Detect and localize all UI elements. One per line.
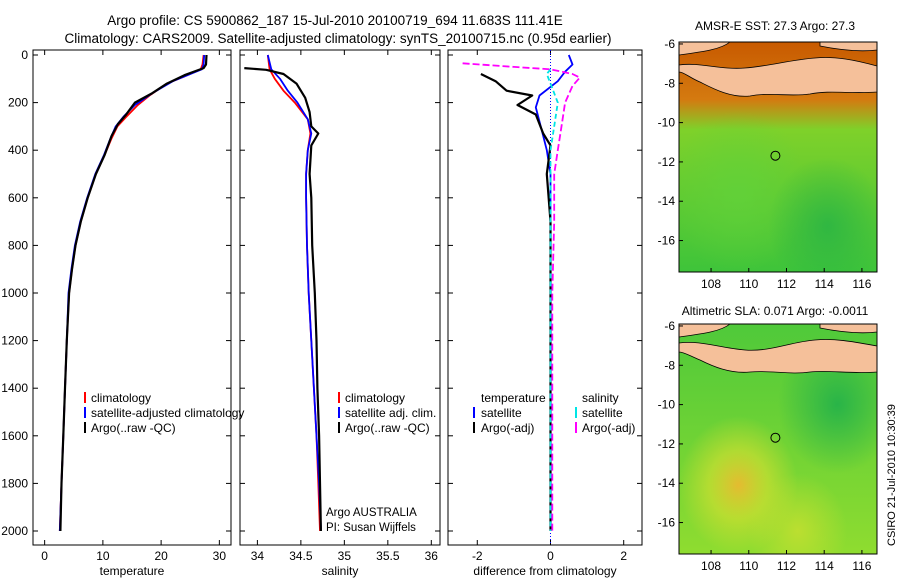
- series-line-argo-raw-qc-: [244, 67, 322, 532]
- map-x-tick-label: 110: [739, 559, 758, 573]
- java-island: [678, 57, 878, 97]
- map-x-tick-label: 108: [701, 277, 721, 291]
- map-y-tick-label: -14: [658, 194, 676, 208]
- y-tick-label: 1400: [1, 381, 28, 395]
- map-x-tick-label: 114: [815, 559, 834, 573]
- temperature-legend: climatology satellite-adjusted climatolo…: [84, 391, 244, 435]
- annotation-argo-australia: Argo AUSTRALIA: [326, 507, 417, 519]
- x-tick-label: -2: [472, 549, 483, 563]
- annotation-pi: PI: Susan Wijffels: [326, 522, 416, 534]
- y-tick-label: 800: [8, 238, 28, 252]
- x-tick-label: 35.5: [376, 549, 400, 563]
- legend-label-satellite: satellite adj. clim.: [345, 406, 436, 420]
- legend-label-temp-argo: Argo(-adj): [481, 421, 534, 435]
- legend-heading-salinity: salinity: [582, 391, 619, 405]
- map-y-tick-label: -10: [658, 116, 676, 130]
- series-line-satellite-adjusted-climatology: [58, 54, 206, 532]
- map-y-tick-label: -8: [664, 358, 675, 372]
- legend-label-argo: Argo(..raw -QC): [345, 421, 430, 435]
- sst-map-axes: 108 110 112 114 116 -6 -8 -10 -12 -14 -16: [658, 37, 872, 291]
- map-y-tick-label: -16: [658, 516, 676, 530]
- salinity-panel: 34 34.5 35 35.5 36 salinity: [239, 49, 441, 578]
- y-tick-label: 1800: [1, 476, 28, 490]
- legend-heading-temperature: temperature: [481, 391, 546, 405]
- sla-map-axes: 108 110 112 114 116 -6 -8 -10 -12 -14 -16: [658, 319, 872, 573]
- x-tick-label: 0: [547, 549, 554, 563]
- map-y-tick-label: -8: [664, 76, 675, 90]
- legend-label-argo: Argo(..raw -QC): [91, 421, 176, 435]
- map-y-tick-label: -10: [658, 398, 676, 412]
- map-x-tick-label: 116: [852, 559, 871, 573]
- series-line-salinity-argo-adj-: [462, 62, 581, 531]
- y-tick-label: 400: [8, 143, 28, 157]
- side-stamp: CSIRO 21-Jul-2010 10:30:39: [886, 404, 898, 546]
- map-y-tick-label: -6: [664, 319, 675, 333]
- y-tick-label: 1600: [1, 429, 28, 443]
- sst-argo-position-marker: [770, 150, 781, 161]
- map-y-tick-label: -6: [664, 37, 675, 51]
- difference-panel: -2 0 2 difference from climatology: [447, 49, 643, 578]
- y-tick-label: 600: [8, 191, 28, 205]
- sst-map: 108 110 112 114 116 -6 -8 -10 -12 -14 -16: [658, 37, 878, 291]
- y-tick-label: 0: [21, 48, 28, 62]
- salinity-legend: climatology satellite adj. clim. Argo(..…: [338, 391, 436, 435]
- legend-label-temp-satellite: satellite: [481, 406, 522, 420]
- map-x-tick-label: 114: [815, 277, 834, 291]
- difference-legend: temperature satellite Argo(-adj) salinit…: [473, 391, 635, 435]
- salinity-x-axis-label: salinity: [322, 564, 359, 578]
- series-line-temperature-argo-adj-: [480, 73, 552, 531]
- sst-map-frame: [678, 41, 878, 273]
- y-tick-label: 1000: [1, 286, 28, 300]
- series-line-argo-raw-qc-: [59, 54, 208, 532]
- legend-label-climatology: climatology: [345, 391, 405, 405]
- header-line-1: Argo profile: CS 5900862_187 15-Jul-2010…: [107, 13, 563, 28]
- x-tick-label: 30: [213, 549, 227, 563]
- map-x-tick-label: 110: [739, 277, 758, 291]
- map-x-tick-label: 116: [852, 277, 871, 291]
- temperature-panel: 0 10 20 30 temperature 0 200 400 600 800 1000 1200 1…: [1, 48, 232, 578]
- temperature-plot-frame: [32, 49, 232, 546]
- x-tick-label: 35: [338, 549, 352, 563]
- map-y-tick-label: -12: [658, 437, 676, 451]
- y-tick-label: 200: [8, 96, 28, 110]
- sla-map-frame: [678, 323, 878, 555]
- map-x-tick-label: 108: [701, 559, 721, 573]
- x-tick-label: 20: [154, 549, 168, 563]
- header-line-2: Climatology: CARS2009. Satellite-adjuste…: [64, 31, 611, 46]
- map-y-tick-label: -12: [658, 155, 676, 169]
- legend-label-sal-argo: Argo(-adj): [582, 421, 635, 435]
- x-tick-label: 10: [96, 549, 110, 563]
- map-x-tick-label: 112: [777, 277, 796, 291]
- sla-map-title: Altimetric SLA: 0.071 Argo: -0.0011: [682, 304, 869, 318]
- map-y-tick-label: -16: [658, 234, 676, 248]
- series-line-climatology: [58, 54, 205, 532]
- map-x-tick-label: 112: [777, 559, 796, 573]
- difference-x-axis-label: difference from climatology: [473, 564, 616, 578]
- x-tick-label: 2: [620, 549, 627, 563]
- x-tick-label: 0: [41, 549, 48, 563]
- legend-label-sal-satellite: satellite: [582, 406, 623, 420]
- sla-map: 108 110 112 114 116 -6 -8 -10 -12 -14 -16: [658, 319, 878, 573]
- legend-label-climatology: climatology: [91, 391, 151, 405]
- x-tick-label: 34.5: [289, 549, 313, 563]
- series-line-satellite-adj-clim-: [266, 54, 322, 529]
- series-line-salinity-satellite: [545, 68, 559, 531]
- java-island: [678, 339, 878, 374]
- y-tick-label: 2000: [1, 524, 28, 538]
- sst-map-title: AMSR-E SST: 27.3 Argo: 27.3: [695, 19, 855, 33]
- difference-plot-frame: [447, 49, 643, 546]
- y-tick-label: 1200: [1, 334, 28, 348]
- x-tick-label: 34: [251, 549, 265, 563]
- temperature-x-axis-label: temperature: [100, 564, 165, 578]
- sla-argo-position-marker: [770, 432, 781, 443]
- x-tick-label: 36: [425, 549, 439, 563]
- legend-label-satellite: satellite-adjusted climatology: [91, 406, 244, 420]
- salinity-plot-frame: [239, 49, 441, 546]
- map-y-tick-label: -14: [658, 476, 676, 490]
